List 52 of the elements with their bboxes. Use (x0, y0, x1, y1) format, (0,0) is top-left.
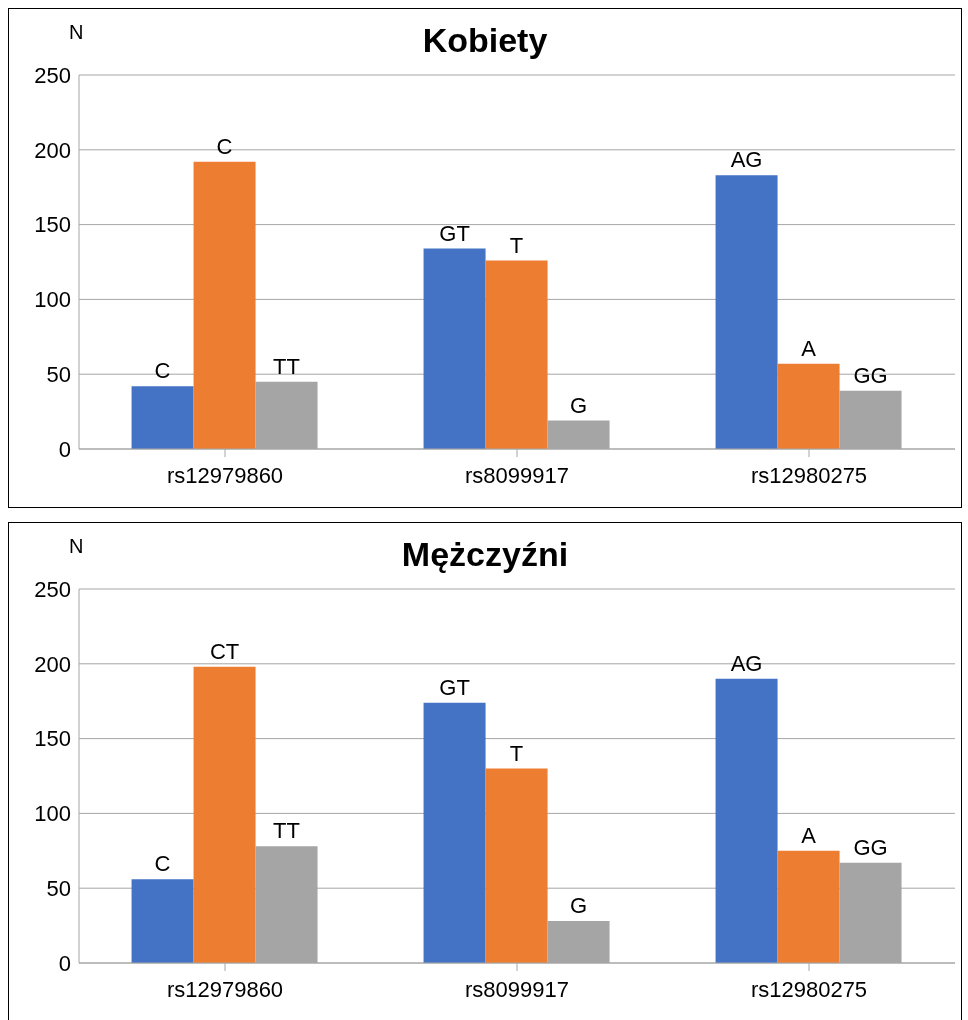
bar (715, 678, 778, 963)
x-tick-label: rs12979860 (166, 462, 284, 488)
data-label: A (801, 335, 817, 361)
bar (777, 850, 840, 963)
data-label: A (801, 822, 817, 848)
data-label: GT (439, 674, 470, 700)
bar (193, 161, 256, 449)
bar (423, 248, 486, 449)
x-tick-label: rs8099917 (465, 462, 569, 488)
bar (715, 175, 778, 449)
y-tick-label: 200 (34, 651, 71, 677)
bar (777, 363, 840, 449)
x-tick-label: rs12980275 (750, 462, 868, 488)
data-label: TT (273, 353, 301, 379)
data-label: TT (273, 818, 301, 844)
y-tick-label: 0 (58, 436, 71, 462)
x-tick-label: rs8099917 (465, 976, 569, 1002)
data-label: T (509, 740, 524, 766)
bar (131, 386, 194, 449)
bar (423, 702, 486, 963)
y-tick-label: 250 (34, 576, 71, 602)
y-tick-label: 250 (34, 62, 71, 88)
y-tick-label: 100 (34, 801, 71, 827)
bar (485, 768, 548, 963)
data-label: AG (730, 147, 763, 173)
chart-title: Mężczyźni (401, 535, 569, 573)
data-label: CT (209, 638, 240, 664)
data-label: AG (730, 650, 763, 676)
x-tick-label: rs12980275 (750, 976, 868, 1002)
data-label: GT (439, 220, 470, 246)
y-tick-label: 150 (34, 212, 71, 238)
chart-title: Kobiety (422, 21, 548, 59)
y-tick-label: 150 (34, 726, 71, 752)
bar (193, 666, 256, 963)
y-axis-title: N (69, 21, 84, 44)
bar (131, 879, 194, 963)
data-label: GG (853, 362, 888, 388)
y-tick-label: 200 (34, 137, 71, 163)
y-tick-label: 50 (46, 362, 71, 388)
y-tick-label: 100 (34, 287, 71, 313)
data-label: C (154, 851, 171, 877)
data-label: G (570, 392, 588, 418)
y-tick-label: 50 (46, 876, 71, 902)
data-label: C (154, 358, 171, 384)
data-label: G (570, 893, 588, 919)
data-label: C (216, 133, 233, 159)
y-axis-title: N (69, 535, 84, 558)
y-tick-label: 0 (58, 950, 71, 976)
data-label: T (509, 232, 524, 258)
bar (485, 260, 548, 449)
data-label: GG (853, 834, 888, 860)
x-tick-label: rs12979860 (166, 976, 284, 1002)
